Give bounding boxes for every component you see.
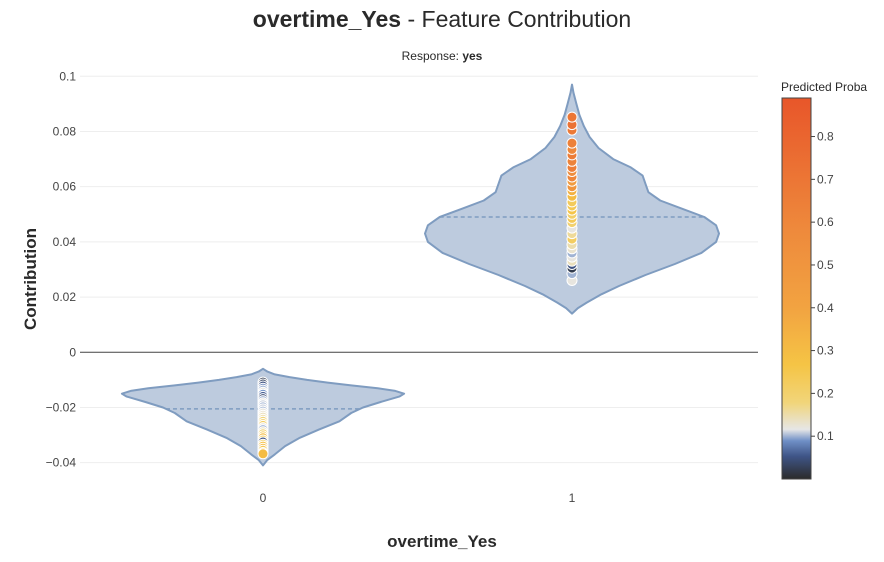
x-tick-label: 0: [260, 491, 267, 505]
colorbar-tick-label: 0.8: [817, 130, 834, 144]
colorbar-tick-label: 0.5: [817, 258, 834, 272]
y-tick-label: 0.1: [59, 69, 76, 83]
y-tick-label: −0.02: [46, 400, 77, 414]
data-point: [566, 137, 578, 149]
chart-subtitle: Response: yes: [0, 49, 884, 63]
colorbar-tick-label: 0.7: [817, 172, 834, 186]
y-tick-label: 0.02: [53, 290, 77, 304]
data-point: [566, 111, 578, 123]
subtitle-prefix: Response:: [401, 49, 463, 63]
chart-title-suffix: - Feature Contribution: [401, 6, 632, 32]
data-points: [257, 111, 578, 460]
chart-title: overtime_Yes - Feature Contribution: [0, 6, 884, 33]
colorbar-tick-label: 0.4: [817, 301, 834, 315]
colorbar-tick-label: 0.3: [817, 344, 834, 358]
y-axis-label: Contribution: [21, 228, 40, 330]
y-axis-ticks: 0.1 0.08 0.06 0.04 0.02 0 −0.02 −0.04: [46, 69, 77, 469]
y-tick-label: 0.04: [53, 235, 77, 249]
colorbar-gradient: [781, 97, 812, 480]
colorbar: 0.1 0.2 0.3 0.4 0.5 0.6 0.7 0.8: [781, 97, 834, 480]
colorbar-tick-label: 0.6: [817, 215, 834, 229]
y-tick-label: −0.04: [46, 456, 77, 470]
x-tick-label: 1: [569, 491, 576, 505]
data-point: [257, 448, 269, 460]
y-tick-label: 0.08: [53, 124, 77, 138]
y-tick-label: 0: [69, 345, 76, 359]
colorbar-tick-label: 0.2: [817, 386, 834, 400]
x-axis-label: overtime_Yes: [387, 532, 497, 551]
subtitle-value: yes: [462, 49, 483, 63]
colorbar-tick-label: 0.1: [817, 429, 834, 443]
chart-title-feature: overtime_Yes: [252, 6, 402, 32]
violins: [120, 83, 720, 467]
colorbar-ticks: 0.1 0.2 0.3 0.4 0.5 0.6 0.7 0.8: [811, 130, 834, 443]
colorbar-title: Predicted Proba: [781, 80, 868, 94]
y-tick-label: 0.06: [53, 180, 77, 194]
